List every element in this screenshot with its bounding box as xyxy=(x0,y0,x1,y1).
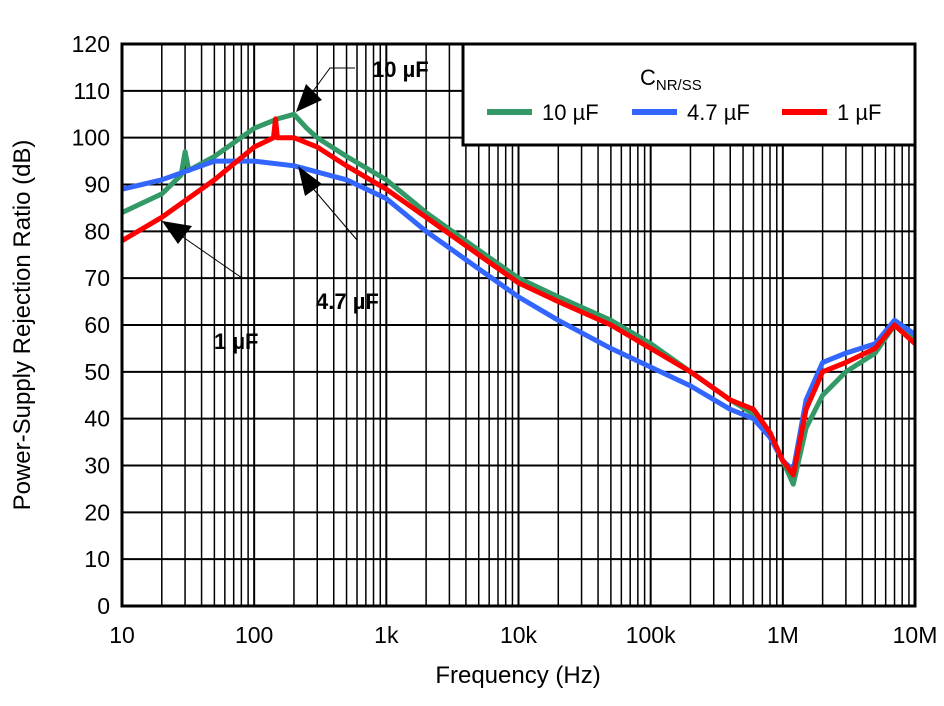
x-tick-label: 10k xyxy=(500,622,538,648)
x-axis-label: Frequency (Hz) xyxy=(435,662,600,689)
y-tick-label: 0 xyxy=(97,593,110,619)
y-tick-label: 90 xyxy=(84,172,110,198)
legend-label-1: 4.7 µF xyxy=(687,100,750,125)
series-line-2 xyxy=(120,116,917,478)
plot-frame xyxy=(120,42,917,608)
y-tick-label: 50 xyxy=(84,359,110,385)
y-tick-label: 70 xyxy=(84,265,110,291)
series-line-1 xyxy=(121,158,917,473)
y-tick-label: 110 xyxy=(73,78,110,104)
series-group xyxy=(120,111,917,487)
y-tick-label: 40 xyxy=(84,406,110,432)
x-tick-label: 10M xyxy=(893,622,938,648)
annotation-10uF-arrow xyxy=(296,84,322,112)
legend-label-2: 1 µF xyxy=(837,100,881,125)
y-axis-label: Power-Supply Rejection Ratio (dB) xyxy=(9,140,36,511)
y-tick-label: 120 xyxy=(72,31,110,57)
annotation-4p7uF-leader xyxy=(309,184,358,241)
x-tick-label: 100k xyxy=(626,622,676,648)
annotation-10uF-label: 10 µF xyxy=(372,57,429,82)
x-tick-label: 10 xyxy=(109,622,135,648)
x-tick-label: 1M xyxy=(767,622,799,648)
y-tick-label: 60 xyxy=(84,312,110,338)
y-tick-label: 80 xyxy=(84,218,110,244)
annotations: 10 µF 4.7 µF 1 µF xyxy=(162,57,429,354)
annotation-4p7uF-arrow xyxy=(298,166,322,196)
y-tick-label: 10 xyxy=(84,546,110,572)
legend-label-0: 10 µF xyxy=(542,100,599,125)
annotation-1uF-arrow xyxy=(162,221,192,244)
annotation-1uF-label: 1 µF xyxy=(214,329,258,354)
annotation-4p7uF-label: 4.7 µF xyxy=(316,289,379,314)
y-tick-label: 30 xyxy=(84,453,110,479)
legend-title: CNR/SS xyxy=(640,65,702,94)
y-tick-label: 20 xyxy=(84,499,110,525)
series-line-0 xyxy=(120,111,917,487)
annotation-10uF-leader xyxy=(307,67,355,99)
legend: CNR/SS 10 µF 4.7 µF 1 µF xyxy=(461,42,917,147)
annotation-1uF-leader xyxy=(179,234,243,279)
tick-labels: 10 100 1k 10k 100k 1M 10M 0 10 20 30 40 50 60 70 80 90 10… xyxy=(72,31,938,648)
legend-box xyxy=(461,42,917,147)
x-tick-label: 100 xyxy=(235,622,273,648)
y-tick-label: 100 xyxy=(72,125,110,151)
x-tick-label: 1k xyxy=(374,622,399,648)
